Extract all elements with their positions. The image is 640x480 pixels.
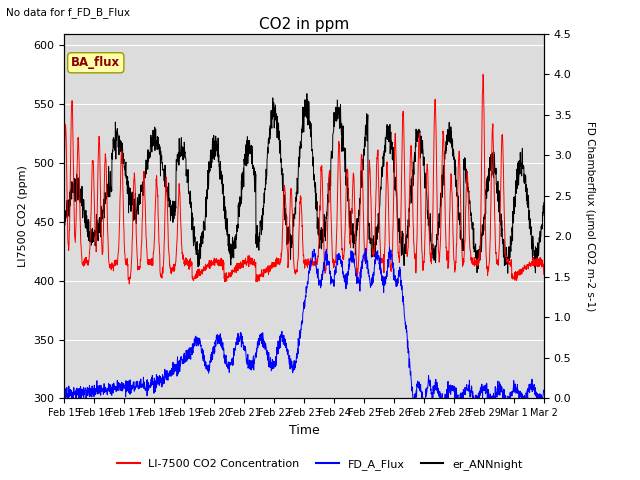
Y-axis label: FD Chamberflux (μmol CO2 m-2 s-1): FD Chamberflux (μmol CO2 m-2 s-1) xyxy=(586,121,595,311)
Text: BA_flux: BA_flux xyxy=(71,56,120,69)
Text: No data for f_FD_B_Flux: No data for f_FD_B_Flux xyxy=(6,7,131,18)
Legend: LI-7500 CO2 Concentration, FD_A_Flux, er_ANNnight: LI-7500 CO2 Concentration, FD_A_Flux, er… xyxy=(113,455,527,474)
Title: CO2 in ppm: CO2 in ppm xyxy=(259,17,349,33)
Y-axis label: LI7500 CO2 (ppm): LI7500 CO2 (ppm) xyxy=(17,165,28,267)
X-axis label: Time: Time xyxy=(289,424,319,437)
